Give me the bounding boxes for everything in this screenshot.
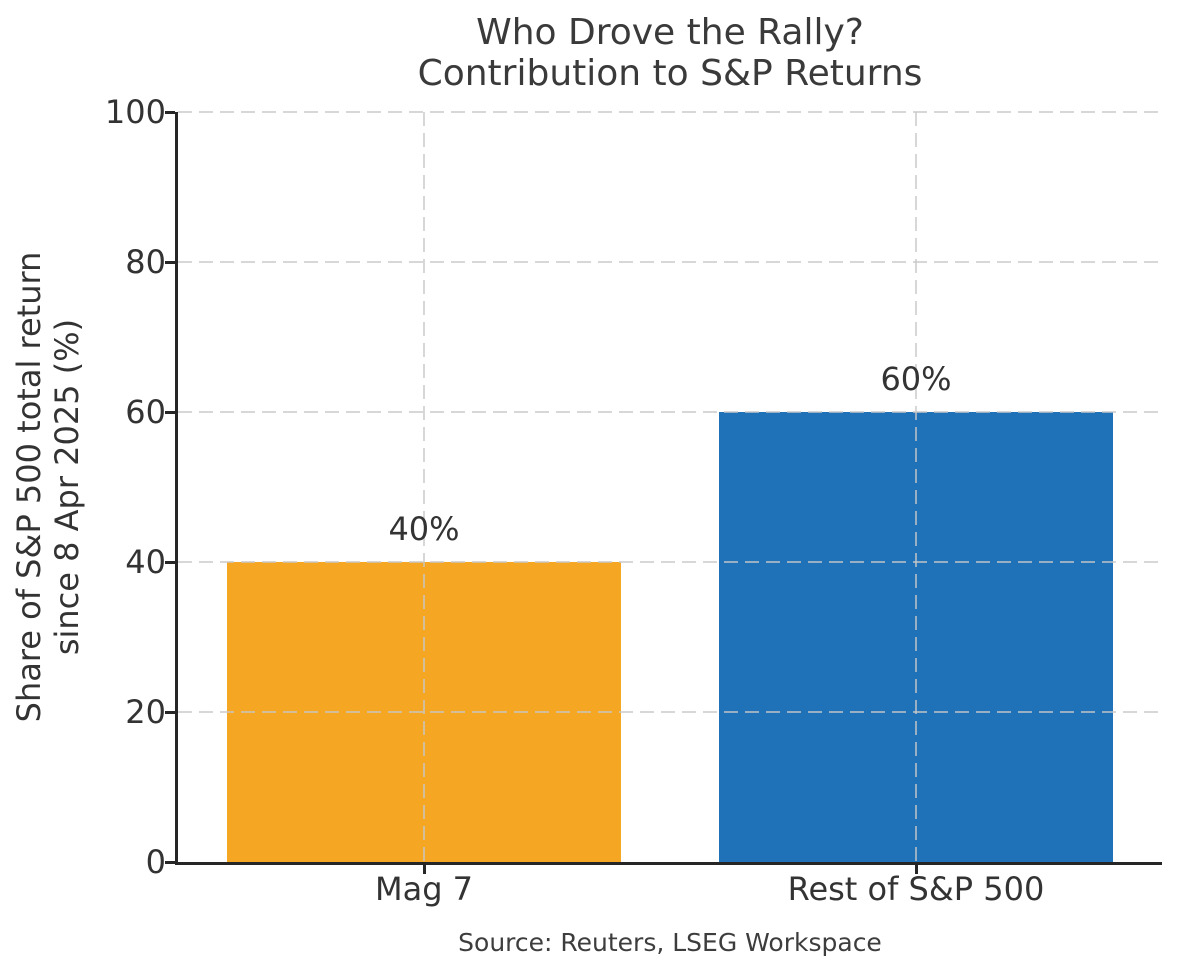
y-tick-label: 80 xyxy=(125,243,166,281)
y-axis-label-line-2: since 8 Apr 2025 (%) xyxy=(48,318,86,656)
gridline-horizontal xyxy=(178,710,1162,714)
y-tick-label: 20 xyxy=(125,693,166,731)
x-tick-label-rest-of-s-p-500: Rest of S&P 500 xyxy=(787,870,1045,908)
chart-title-line-1: Who Drove the Rally? xyxy=(476,12,864,53)
y-tick-mark xyxy=(165,710,175,714)
x-tick-label-mag-7: Mag 7 xyxy=(374,870,474,908)
bar-value-label-rest-of-s-p-500: 60% xyxy=(880,360,952,398)
y-axis-label-line-1: Share of S&P 500 total return xyxy=(10,251,48,723)
y-tick-mark xyxy=(165,410,175,414)
y-tick-mark xyxy=(165,560,175,564)
gridline-horizontal xyxy=(178,560,1162,564)
chart-title-line-2: Contribution to S&P Returns xyxy=(417,53,923,94)
y-axis-label: Share of S&P 500 total return since 8 Ap… xyxy=(10,252,86,723)
y-tick-label: 0 xyxy=(145,843,166,881)
gridline-horizontal xyxy=(178,260,1162,264)
y-tick-label: 60 xyxy=(125,393,166,431)
x-axis-spine xyxy=(175,862,1162,865)
gridline-horizontal xyxy=(178,410,1162,414)
gridline-vertical xyxy=(422,112,426,862)
y-tick-label: 40 xyxy=(125,543,166,581)
x-tick-mark xyxy=(914,865,918,874)
source-note: Source: Reuters, LSEG Workspace xyxy=(458,928,882,957)
gridline-horizontal xyxy=(178,110,1162,114)
x-tick-mark xyxy=(422,865,426,874)
y-tick-mark xyxy=(165,110,175,114)
y-tick-mark xyxy=(165,260,175,264)
y-tick-mark xyxy=(165,860,175,864)
chart-title: Who Drove the Rally? Contribution to S&P… xyxy=(178,12,1162,94)
plot-area: 0 20 40 60 80 100 Mag 7 Rest of S&P 500 40% 60% xyxy=(105,93,1162,908)
y-tick-label: 100 xyxy=(104,93,166,131)
bar-value-label-mag-7: 40% xyxy=(388,510,460,548)
y-axis-spine xyxy=(175,112,178,865)
gridline-vertical xyxy=(914,112,918,862)
